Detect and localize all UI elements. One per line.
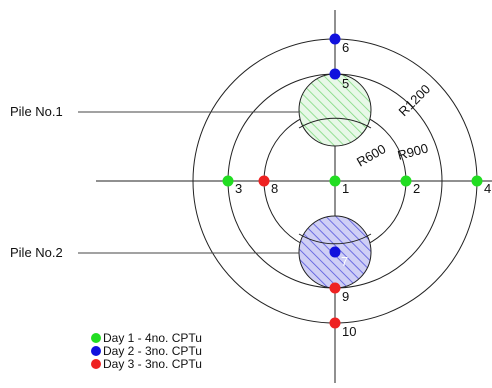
cptu-point-5	[329, 68, 341, 80]
legend-dot-day2	[91, 346, 101, 356]
cptu-point-9	[329, 282, 341, 294]
legend-label-day3: Day 3 - 3no. CPTu	[103, 357, 202, 371]
point-label-8: 8	[271, 181, 278, 196]
radius-label-r600: R600	[354, 141, 388, 170]
r600-arc-over-pile1	[298, 117, 372, 129]
r600-arc-over-pile2	[298, 233, 372, 245]
pile-no1-label: Pile No.1	[10, 104, 63, 119]
legend-dot-day1	[91, 333, 101, 343]
cptu-point-8	[258, 175, 270, 187]
legend-dot-day3	[91, 359, 101, 369]
cptu-point-3	[222, 175, 234, 187]
point-label-4: 4	[484, 181, 491, 196]
point-label-7: 7	[341, 254, 348, 269]
point-label-5: 5	[342, 76, 349, 91]
cptu-point-10	[329, 317, 341, 329]
point-label-6: 6	[342, 40, 349, 55]
pile-no1-circle	[298, 73, 372, 147]
legend-label-day2: Day 2 - 3no. CPTu	[103, 344, 202, 358]
cptu-point-2	[400, 175, 412, 187]
radius-label-r1200: R1200	[396, 81, 434, 119]
point-label-2: 2	[413, 181, 420, 196]
cptu-point-6	[329, 33, 341, 45]
cptu-point-1	[329, 175, 341, 187]
cptu-point-7	[329, 246, 341, 258]
point-label-10: 10	[342, 324, 356, 339]
cptu-point-4	[471, 175, 483, 187]
point-label-9: 9	[342, 289, 349, 304]
pile-no2-label: Pile No.2	[10, 245, 63, 260]
point-label-1: 1	[342, 181, 349, 196]
legend-label-day1: Day 1 - 4no. CPTu	[103, 331, 202, 345]
point-label-3: 3	[235, 181, 242, 196]
radius-label-r900: R900	[396, 140, 430, 163]
legend: Day 1 - 4no. CPTu Day 2 - 3no. CPTu Day …	[91, 331, 202, 371]
